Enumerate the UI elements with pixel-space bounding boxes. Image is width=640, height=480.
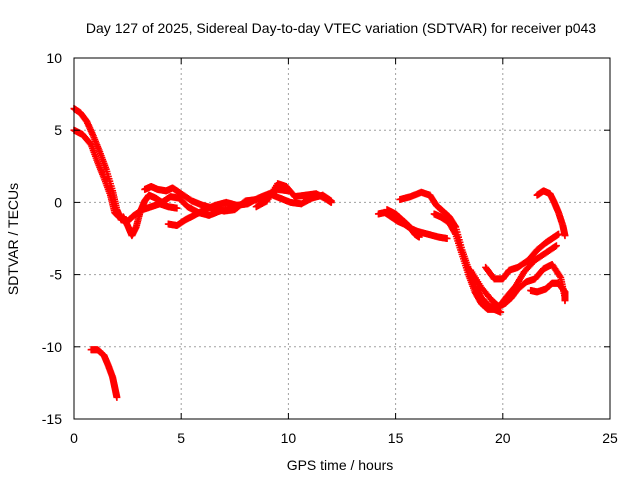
series-track-f [252, 180, 335, 211]
x-tick-label: 0 [70, 430, 78, 446]
y-tick-label: -10 [42, 339, 62, 355]
series-track-k [430, 210, 560, 313]
x-tick-labels: 0 5 10 15 20 25 [70, 430, 618, 446]
series-track-g [87, 346, 121, 401]
data-point [555, 230, 563, 238]
series-track-m [482, 230, 563, 283]
data-point [551, 243, 559, 251]
data-point [561, 232, 569, 240]
y-tick-label: 0 [54, 194, 62, 210]
x-axis-label: GPS time / hours [287, 457, 394, 473]
series-track-n [527, 279, 569, 305]
grid-lines [74, 58, 610, 419]
y-tick-label: 5 [54, 122, 62, 138]
data-point [415, 233, 423, 241]
data-point [327, 198, 335, 206]
x-tick-label: 5 [177, 430, 185, 446]
series-track-a [70, 105, 181, 225]
data-points [70, 105, 569, 401]
data-point [443, 235, 451, 242]
data-point [113, 393, 121, 401]
x-tick-label: 20 [495, 430, 511, 446]
y-axis-label: SDTVAR / TECUs [5, 183, 21, 295]
y-tick-label: -5 [50, 267, 63, 283]
y-tick-labels: -15 -10 -5 0 5 10 [42, 50, 62, 427]
data-point [561, 297, 569, 305]
chart-title: Day 127 of 2025, Sidereal Day-to-day VTE… [86, 20, 596, 36]
data-point [552, 242, 560, 250]
y-tick-label: -15 [42, 411, 62, 427]
y-tick-label: 10 [46, 50, 62, 66]
data-point [173, 204, 181, 212]
data-point [556, 272, 564, 280]
axis-ticks [73, 57, 611, 420]
data-point [497, 308, 505, 316]
x-tick-label: 25 [602, 430, 618, 446]
series-track-o [533, 187, 569, 240]
x-tick-label: 15 [388, 430, 404, 446]
series-track-i [383, 206, 423, 241]
x-tick-label: 10 [281, 430, 297, 446]
plot-frame [73, 57, 611, 420]
